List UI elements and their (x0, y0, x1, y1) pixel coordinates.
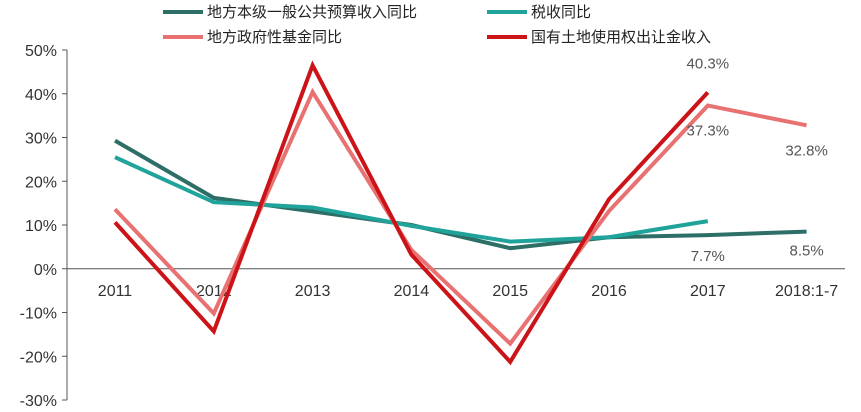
x-tick-label: 2017 (690, 283, 726, 300)
legend-item-4: 国有土地使用权出让金收入 (487, 28, 711, 46)
x-tick-label: 2018:1-7 (775, 283, 838, 300)
y-tick-label: 10% (25, 218, 57, 235)
legend-label: 地方本级一般公共预算收入同比 (207, 3, 417, 21)
x-tick-label: 2014 (394, 283, 430, 300)
x-tick-label: 2011 (98, 283, 133, 300)
y-tick-label: 50% (25, 43, 57, 60)
series-layer (113, 60, 807, 366)
y-tick-label: 40% (25, 87, 57, 104)
y-tick-label: 0% (34, 262, 57, 279)
y-tick-label: -20% (20, 349, 57, 366)
x-tick-label: 2015 (492, 283, 528, 300)
y-tick-label: 20% (25, 174, 57, 191)
legend-label: 税收同比 (531, 3, 591, 21)
data-label: 7.7% (691, 248, 725, 265)
series-line-4 (113, 60, 710, 366)
legend-label: 地方政府性基金同比 (207, 28, 342, 46)
legend-item-3: 地方政府性基金同比 (163, 28, 342, 46)
axes: 50%40%30%20%10%0%-10%-20%-30%2011 2012 201… (20, 43, 845, 410)
series-line-3 (113, 87, 807, 347)
data-label: 40.3% (687, 55, 730, 72)
series-line-1 (113, 138, 807, 251)
x-tick-label: 2013 (295, 283, 331, 300)
x-tick-label: 2016 (591, 283, 627, 300)
y-tick-label: -30% (20, 393, 57, 410)
y-tick-label: -10% (20, 306, 57, 323)
series-line-2 (114, 155, 709, 244)
y-tick-label: 30% (25, 131, 57, 148)
data-label: 37.3% (687, 123, 730, 140)
legend-item-1: 地方本级一般公共预算收入同比 (163, 3, 417, 21)
annotation-layer: 40.3% 37.3% 32.8% 7.7% 8.5% (687, 55, 828, 265)
data-label: 32.8% (785, 142, 828, 159)
data-label: 8.5% (789, 243, 823, 260)
legend-item-2: 税收同比 (487, 3, 591, 21)
legend-label: 国有土地使用权出让金收入 (531, 28, 711, 46)
